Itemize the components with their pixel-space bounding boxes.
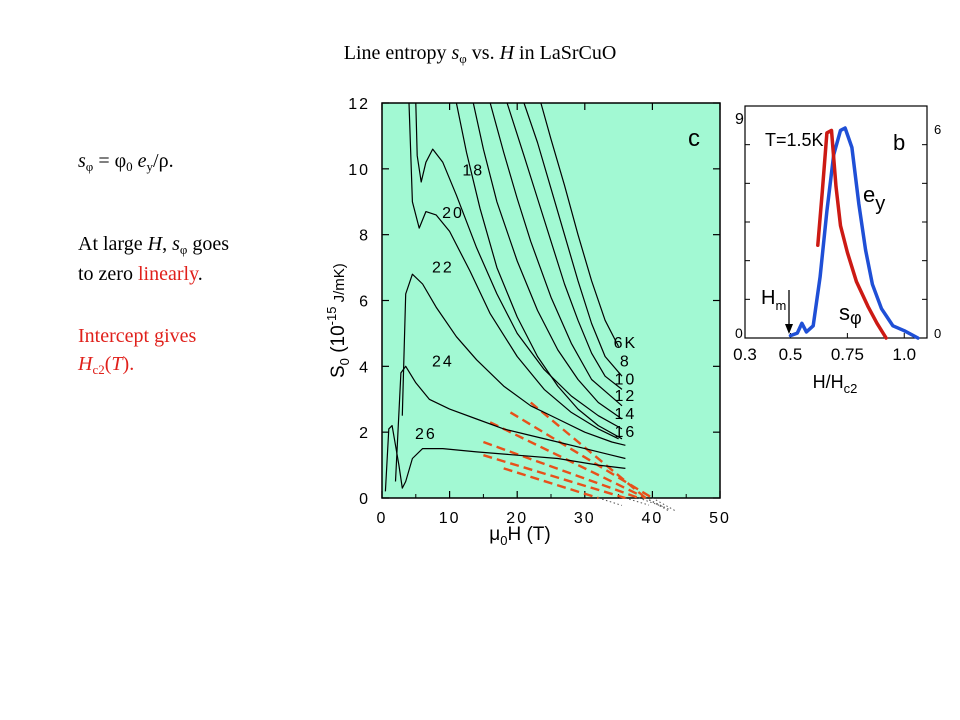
x-tick-label: 20 — [506, 510, 528, 527]
inset-x-tick-label: 0.75 — [831, 345, 864, 364]
x-tick-label: 30 — [574, 510, 596, 527]
series-line-24 — [394, 365, 626, 482]
inset-y-left-bottom: 0 — [735, 325, 743, 341]
series-line-12 — [489, 102, 623, 407]
curve-label: 26 — [415, 426, 437, 443]
inset-x-tick-label: 0.5 — [779, 345, 803, 364]
fit-extension — [645, 497, 670, 510]
inset-x-tick-label: 0.3 — [733, 345, 757, 364]
y-tick-label: 8 — [359, 228, 370, 245]
inset-y-right-top: 6 — [934, 122, 941, 137]
statement-line-2: to zero linearly. — [78, 263, 203, 285]
curve-label: 14 — [614, 406, 636, 423]
curve-label: 24 — [432, 353, 454, 370]
y-axis-label: S0 (10-15 J/mK) — [324, 263, 352, 378]
curve-label: 8 — [620, 353, 631, 370]
panel-label-b: b — [893, 130, 905, 155]
plot-area — [381, 102, 721, 499]
panel-label-c: c — [688, 125, 700, 152]
series-line-16 — [455, 102, 623, 440]
fit-extension — [638, 497, 663, 507]
hm-arrow-head — [785, 324, 793, 334]
curve-label: 22 — [432, 260, 454, 277]
y-tick-label: 10 — [348, 162, 370, 179]
inset-temperature-label: T=1.5K — [765, 130, 824, 150]
series-line-10 — [506, 102, 623, 390]
curve-label: 12 — [614, 388, 636, 405]
inset-y-right-bottom: 0 — [934, 326, 941, 341]
x-tick-label: 0 — [377, 510, 388, 527]
hm-marker-label: Hm — [761, 287, 786, 313]
sphi-series-label: sφ — [839, 300, 862, 328]
x-axis-label: μ0H (T) — [489, 524, 550, 548]
inset-chart: 0.3 0.5 0.75 1.0 9 0 6 0 T=1.5K b ey sφ Hm … — [733, 105, 941, 396]
statement-line-1: At large H, sφ goes — [78, 233, 230, 257]
series-line-22 — [401, 273, 626, 446]
series-line-20 — [408, 102, 619, 440]
y-tick-label: 4 — [359, 359, 370, 376]
y-tick-label: 12 — [348, 96, 370, 113]
series-line-26 — [384, 425, 626, 492]
y-tick-label: 2 — [359, 425, 370, 442]
curve-label: 6K — [614, 335, 638, 352]
statement-line-3: Intercept gives — [78, 325, 197, 347]
entropy-formula: sφ = φ0 ey/ρ. — [78, 150, 174, 174]
curve-label: 10 — [614, 371, 636, 388]
series-line-6k — [540, 102, 620, 347]
y-tick-label: 6 — [359, 294, 370, 311]
series-line-18 — [415, 102, 623, 430]
slide-title: Line entropy sφ vs. H in LaSrCuO — [343, 42, 617, 66]
linear-fit-line — [529, 401, 647, 499]
x-tick-label: 10 — [439, 510, 461, 527]
curve-label: 18 — [462, 162, 484, 179]
ey-curve — [788, 126, 920, 340]
x-tick-label: 50 — [709, 510, 730, 527]
fit-extension — [652, 497, 677, 512]
sphi-curve — [816, 128, 888, 340]
linear-fit-line — [503, 467, 599, 500]
fit-extension — [598, 497, 623, 506]
inset-x-axis-label: H/Hc2 — [813, 372, 858, 396]
x-tick-label: 40 — [642, 510, 664, 527]
series-line-14 — [472, 102, 623, 420]
statement-line-4: Hc2(T). — [78, 353, 135, 377]
inset-y-left-top: 9 — [735, 111, 744, 128]
inset-x-tick-label: 1.0 — [892, 345, 916, 364]
curve-label: 20 — [442, 205, 464, 222]
ey-series-label: ey — [863, 182, 885, 215]
curve-label: 16 — [614, 424, 636, 441]
linear-fit-line — [483, 454, 626, 500]
series-line-8 — [523, 102, 623, 377]
y-tick-label: 0 — [359, 491, 370, 508]
fit-extension — [625, 497, 650, 506]
